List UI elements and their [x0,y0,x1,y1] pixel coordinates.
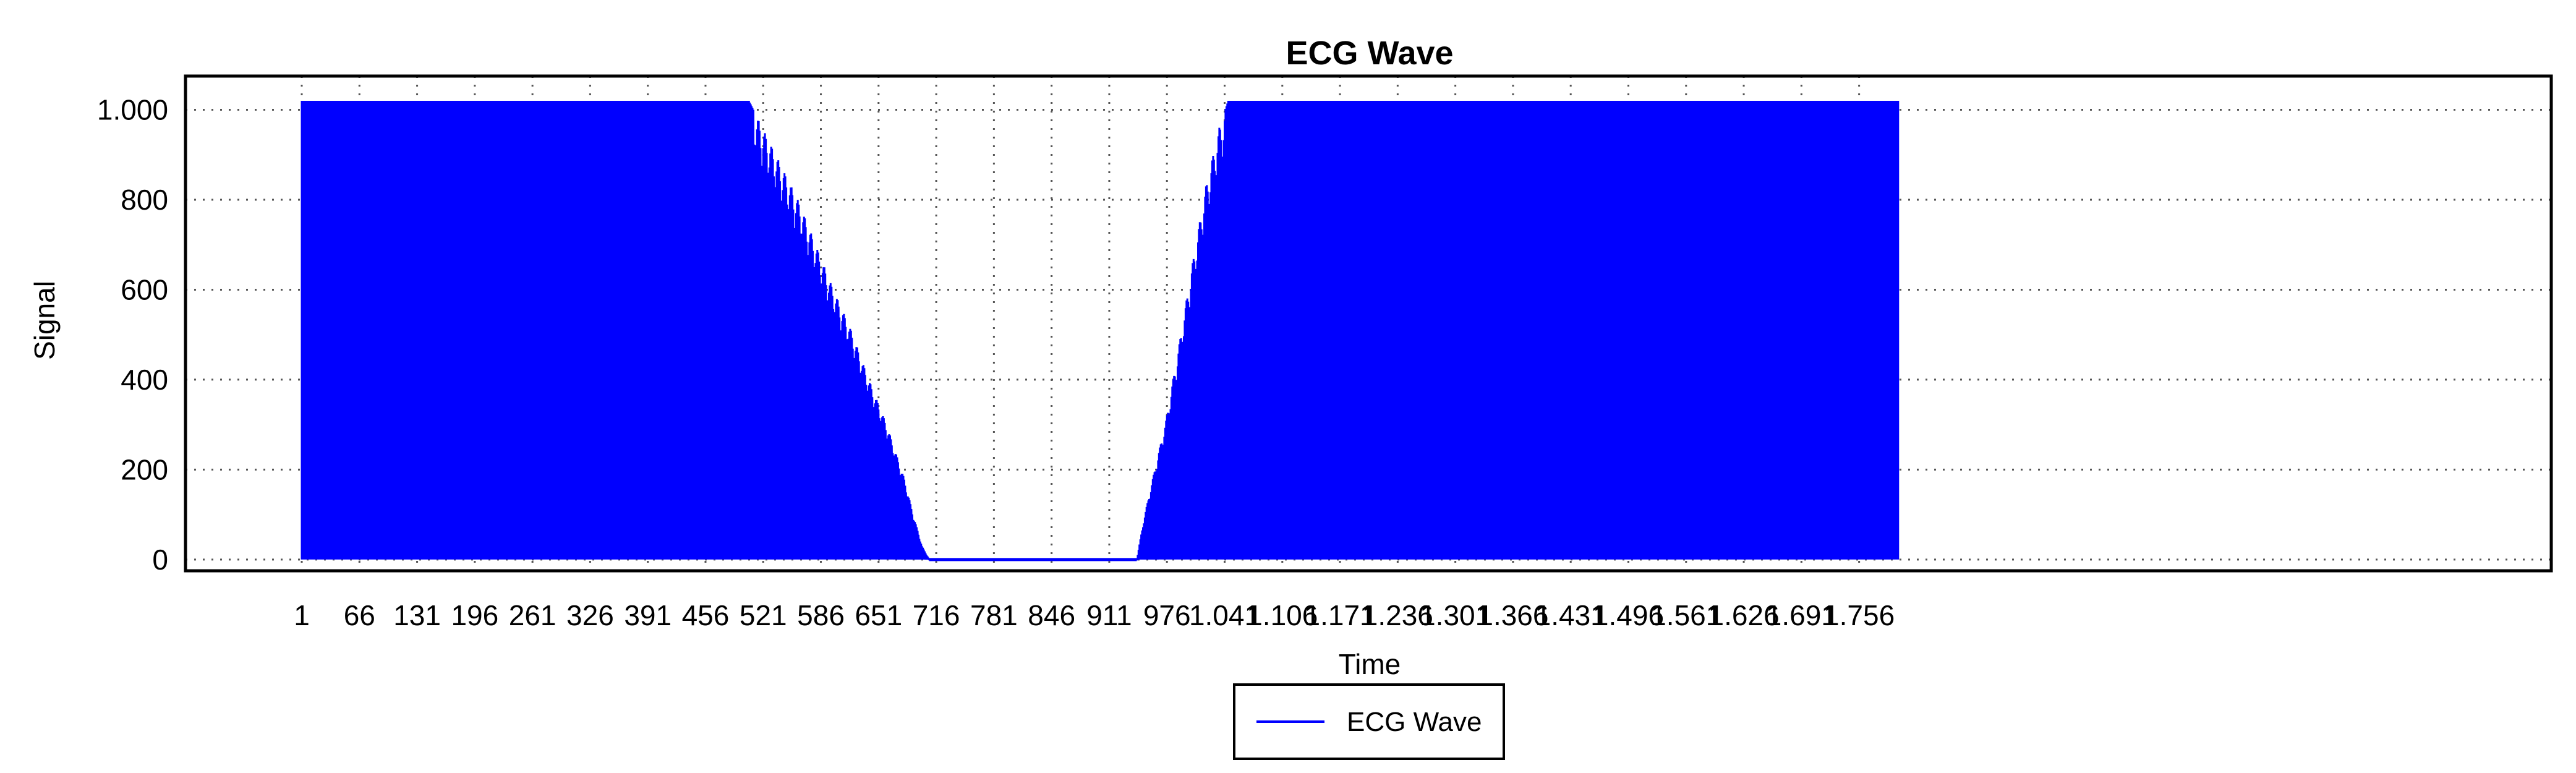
x-tick-label: 326 [566,599,614,631]
x-tick-label: 1.496 [1593,599,1664,631]
x-tick-label: 846 [1028,599,1075,631]
x-tick-label: 1.431 [1535,599,1606,631]
x-tick-label: 196 [451,599,498,631]
x-tick-label: 1.171 [1305,599,1376,631]
x-tick-label: 1.301 [1420,599,1491,631]
ecg-wave-line [301,100,1900,561]
x-tick-label: 651 [855,599,902,631]
legend-box [1233,683,1505,760]
y-tick-label: 200 [121,453,168,485]
y-tick-label: 0 [152,544,168,576]
x-tick-label: 1.041 [1189,599,1260,631]
series-ecg-wave [301,100,1900,562]
legend: ECG Wave [1233,683,1505,760]
y-tick-label: 800 [121,184,168,216]
x-tick-label: 456 [682,599,730,631]
x-tick-label: 586 [797,599,845,631]
x-axis-label: Time [1339,648,1401,680]
x-tick-label: 1.626 [1708,599,1779,631]
x-tick-label: 131 [393,599,441,631]
x-tick-label: 1.691 [1766,599,1837,631]
x-tick-label: 66 [344,599,375,631]
x-tick-label: 781 [970,599,1018,631]
y-tick-label: 600 [121,273,168,305]
x-tick-label: 1 [294,599,310,631]
x-tick-label: 1.106 [1247,599,1318,631]
y-tick-label: 400 [121,364,168,396]
x-tick-label: 521 [740,599,787,631]
x-tick-label: 976 [1143,599,1191,631]
x-tick-label: 261 [509,599,557,631]
y-tick-label: 1.000 [97,94,168,126]
chart-title: ECG Wave [1286,35,1453,72]
plot-frame [184,74,2553,573]
y-axis-ticks: 0 200 400 600 800 1.000 [97,94,168,576]
x-tick-label: 911 [1086,599,1132,631]
x-tick-label: 716 [913,599,960,631]
legend-label-ecg-wave: ECG Wave [1347,707,1482,737]
x-tick-label: 391 [624,599,672,631]
x-tick-label: 1.236 [1362,599,1433,631]
x-axis-ticks: 1 66 131 196 261 326 391 456 521 586 651 716 781 846 9… [294,599,1895,631]
x-tick-label: 1.366 [1477,599,1548,631]
x-tick-label: 1.756 [1823,599,1895,631]
x-tick-label: 1.561 [1650,599,1721,631]
y-axis-label: Signal [28,281,61,360]
